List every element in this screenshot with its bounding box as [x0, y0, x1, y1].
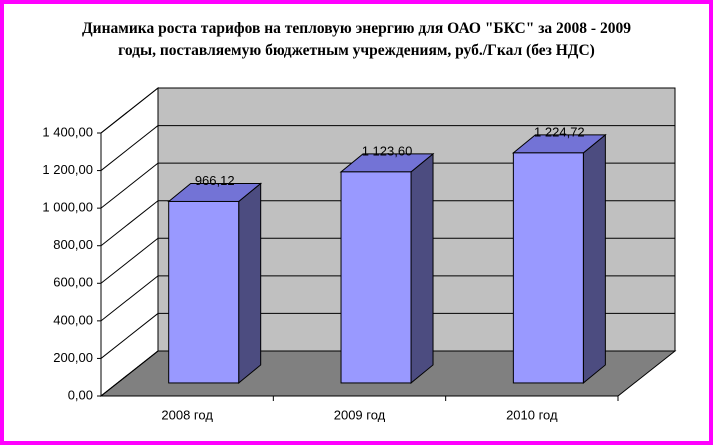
- y-tick-label: 600,00: [53, 275, 93, 290]
- bar: [168, 200, 240, 384]
- bar: [340, 171, 412, 384]
- chart-title: Динамика роста тарифов на тепловую энерг…: [82, 20, 631, 59]
- y-tick-label: 200,00: [53, 350, 93, 365]
- value-label: 1 123,60: [362, 143, 413, 158]
- value-label: 966,12: [195, 173, 235, 188]
- y-tick-label: 1 000,00: [42, 200, 93, 215]
- side-wall: [100, 86, 159, 398]
- bar-side: [410, 152, 434, 385]
- grid-line-side: [100, 275, 159, 322]
- x-tick-label: 2009 год: [334, 407, 386, 422]
- y-tick-label: 800,00: [53, 237, 93, 252]
- bar-side: [582, 133, 606, 385]
- grid-line-side: [100, 313, 159, 359]
- grid-line-side: [100, 200, 159, 247]
- y-tick-label: 400,00: [53, 312, 93, 327]
- grid-line-side: [100, 87, 159, 134]
- grid-line-side: [100, 125, 159, 171]
- grid-line-side: [100, 350, 159, 397]
- bar: [512, 152, 584, 384]
- grid-line-side: [100, 162, 159, 209]
- x-tick-label: 2008 год: [161, 407, 213, 422]
- x-tick-label: 2010 год: [506, 407, 558, 422]
- value-label: 1 224,72: [534, 124, 585, 139]
- grid-line-side: [100, 237, 159, 284]
- y-tick-label: 1 400,00: [42, 124, 93, 139]
- y-tick-label: 1 200,00: [42, 162, 93, 177]
- bar-side: [238, 182, 262, 385]
- y-tick-label: 0,00: [68, 387, 93, 402]
